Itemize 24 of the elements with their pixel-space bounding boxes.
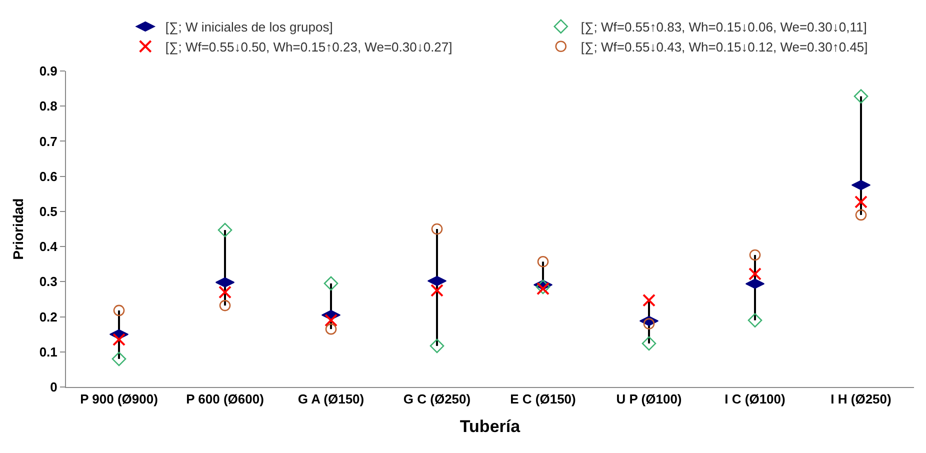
x-tick-label: P 900 (Ø900)	[80, 392, 158, 407]
y-tick-label: 0.7	[39, 134, 58, 149]
y-tick-label: 0.2	[39, 309, 58, 324]
x-tick-label: G C (Ø250)	[403, 392, 471, 407]
x-tick-label: P 600 (Ø600)	[186, 392, 264, 407]
y-tick-label: 0.8	[39, 98, 58, 114]
y-tick-label: 0.4	[39, 239, 58, 254]
y-tick-label: 0.3	[39, 274, 58, 290]
x-tick-label: E C (Ø150)	[510, 392, 576, 407]
x-tick-label: G A (Ø150)	[298, 392, 364, 407]
legend-label: [∑; Wf=0.55↓0.43, Wh=0.15↓0.12, We=0.30↑0.45]	[580, 39, 868, 54]
y-tick-label: 0.6	[39, 168, 58, 184]
y-tick-label: 0.5	[39, 204, 58, 219]
x-tick-label: I C (Ø100)	[724, 392, 786, 407]
x-tick-label: I H (Ø250)	[830, 392, 892, 407]
x-axis-title: Tubería	[460, 417, 521, 436]
legend-label: [∑; Wf=0.55↑0.83, Wh=0.15↓0.06, We=0.30↓0,11]	[580, 20, 867, 35]
y-tick-label: 0.1	[39, 344, 58, 360]
y-axis-title: Prioridad	[10, 198, 26, 260]
legend-label: [∑; Wf=0.55↓0.50, Wh=0.15↑0.23, We=0.30↓0.27]	[165, 39, 452, 54]
legend-label: [∑; W iniciales de los grupos]	[165, 20, 333, 35]
x-tick-label: U P (Ø100)	[616, 392, 682, 407]
y-tick-label: 0.9	[39, 64, 58, 79]
y-tick-label: 0	[50, 380, 58, 395]
